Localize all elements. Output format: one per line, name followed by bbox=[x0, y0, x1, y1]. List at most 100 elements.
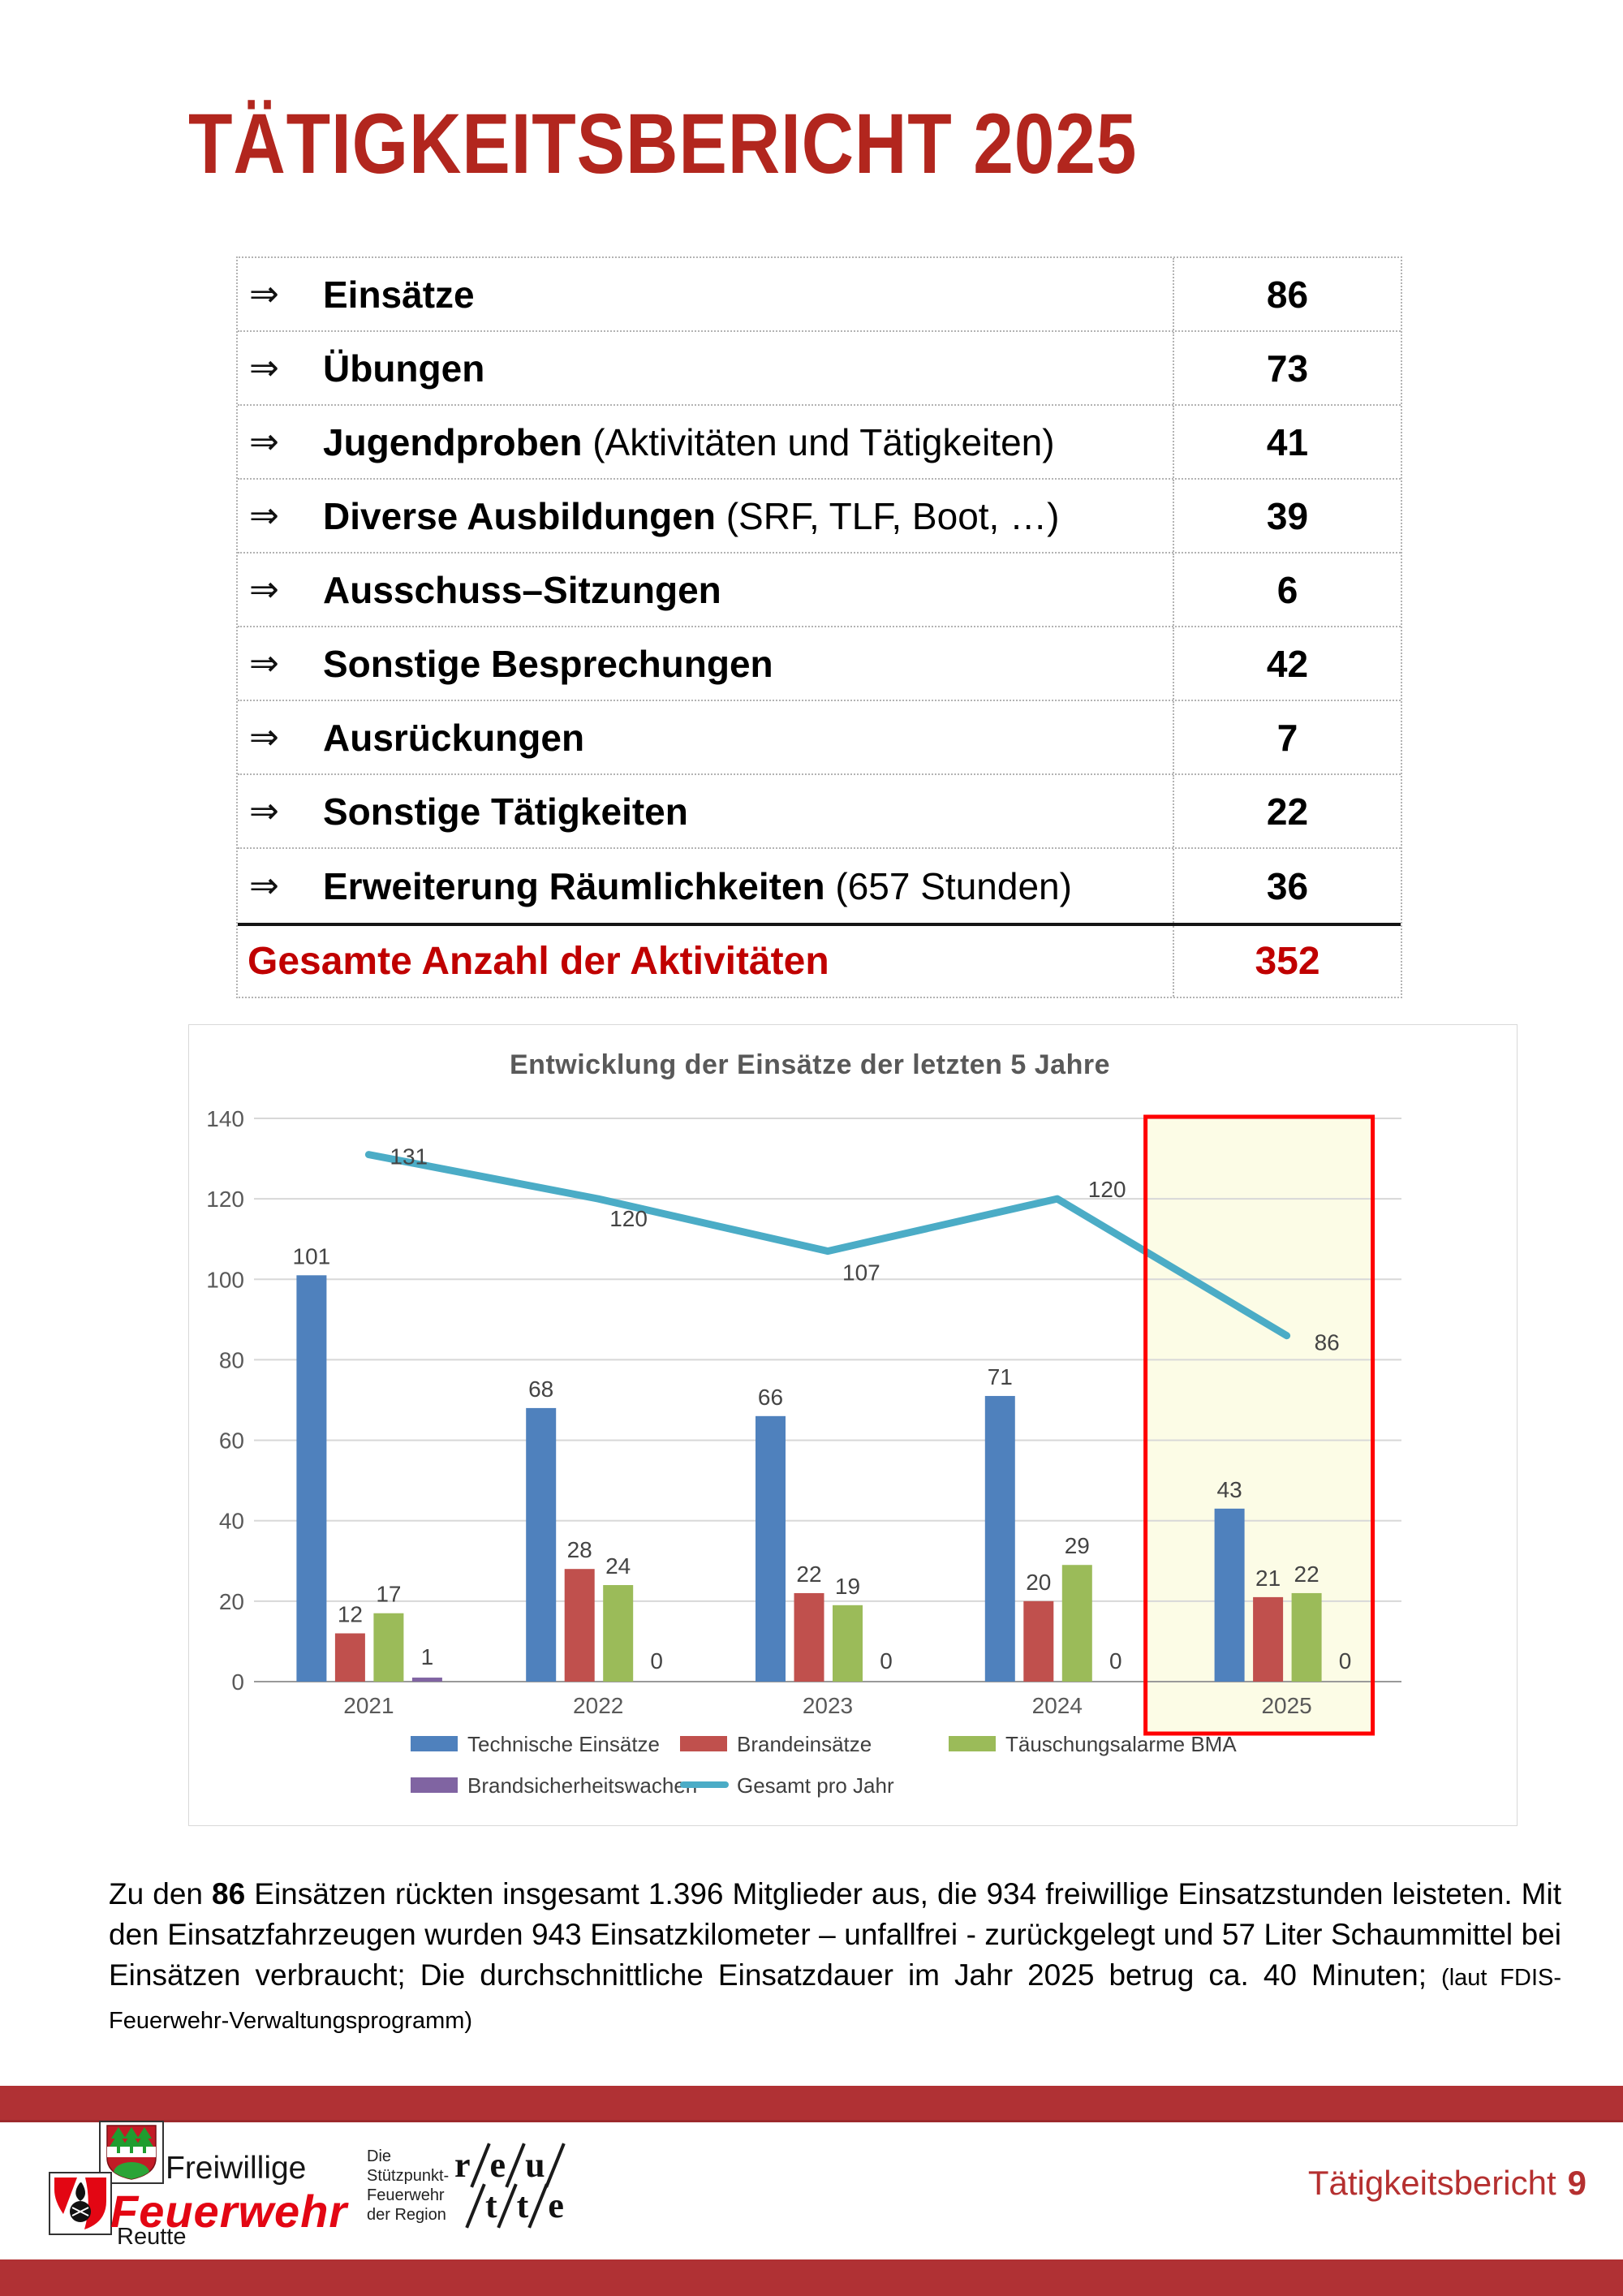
arrow-right-icon: ⇒ bbox=[249, 791, 279, 831]
legend-label: Brandeinsätze bbox=[737, 1732, 872, 1756]
total-label: Gesamte Anzahl der Aktivitäten bbox=[248, 940, 829, 983]
legend-label: Brandsicherheitswachen bbox=[467, 1773, 697, 1798]
bar-value-label: 0 bbox=[1109, 1648, 1122, 1674]
paragraph-body: Einsätzen rückten insgesamt 1.396 Mitgli… bbox=[109, 1877, 1561, 1992]
bar bbox=[984, 1396, 1015, 1682]
table-total-row: Gesamte Anzahl der Aktivitäten 352 bbox=[238, 923, 1401, 997]
row-label: Übungen bbox=[323, 347, 485, 390]
legend-swatch bbox=[680, 1736, 727, 1751]
y-axis-label: 120 bbox=[206, 1187, 244, 1212]
highlight-box-border bbox=[1143, 1114, 1375, 1736]
bar-value-label: 29 bbox=[1065, 1533, 1090, 1558]
y-axis-label: 0 bbox=[231, 1669, 244, 1695]
bar-value-label: 0 bbox=[880, 1648, 893, 1674]
table-row: ⇒ Sonstige Besprechungen 42 bbox=[238, 627, 1401, 701]
row-label: Diverse Ausbildungen (SRF, TLF, Boot, …) bbox=[323, 494, 1060, 537]
arrow-right-icon: ⇒ bbox=[249, 644, 279, 683]
bar-value-label: 22 bbox=[1294, 1562, 1319, 1587]
row-label: Ausrückungen bbox=[323, 716, 585, 759]
fire-brigade-emblem-card bbox=[49, 2172, 112, 2235]
bar bbox=[373, 1613, 404, 1682]
slash-icon bbox=[527, 2183, 549, 2229]
legend-label: Gesamt pro Jahr bbox=[737, 1773, 894, 1798]
row-label: Einsätze bbox=[323, 273, 475, 316]
slash-icon bbox=[505, 2143, 526, 2188]
row-value: 39 bbox=[1173, 480, 1401, 552]
region-caption-line: der Region bbox=[367, 2206, 446, 2224]
page-number-label: Tätigkeitsbericht 9 bbox=[1308, 2164, 1586, 2203]
row-label: Sonstige Besprechungen bbox=[323, 642, 773, 685]
y-axis-label: 20 bbox=[219, 1589, 244, 1614]
line-value-label: 120 bbox=[609, 1206, 648, 1231]
bar-value-label: 22 bbox=[796, 1562, 821, 1587]
y-axis-label: 80 bbox=[219, 1347, 244, 1372]
bar-value-label: 19 bbox=[835, 1574, 860, 1599]
coat-of-arms-card bbox=[99, 2121, 164, 2184]
bar-value-label: 17 bbox=[376, 1582, 401, 1607]
row-value: 7 bbox=[1173, 701, 1401, 773]
arrow-right-icon: ⇒ bbox=[249, 570, 279, 610]
x-axis-label: 2022 bbox=[573, 1693, 623, 1718]
row-label: Ausschuss–Sitzungen bbox=[323, 568, 721, 611]
footer-bottom-band bbox=[0, 2259, 1623, 2296]
chart-title: Entwicklung der Einsätze der letzten 5 J… bbox=[510, 1049, 1110, 1080]
brand-line-feuerwehr: Feuerwehr bbox=[110, 2186, 348, 2237]
region-caption-line: Feuerwehr bbox=[367, 2186, 445, 2204]
logo-letter: t bbox=[485, 2186, 497, 2225]
y-axis-label: 40 bbox=[219, 1509, 244, 1534]
row-label: Jugendproben (Aktivitäten und Tätigkeite… bbox=[323, 420, 1055, 463]
line-value-label: 120 bbox=[1088, 1177, 1126, 1202]
row-value: 22 bbox=[1173, 775, 1401, 847]
x-axis-label: 2025 bbox=[1261, 1693, 1311, 1718]
slash-icon bbox=[544, 2143, 566, 2188]
bar bbox=[1023, 1600, 1054, 1682]
bar bbox=[334, 1633, 365, 1682]
activity-table: ⇒ Einsätze 86 ⇒ Übungen 73 ⇒ Jugendproben (Akti… bbox=[236, 256, 1402, 998]
table-row: ⇒ Jugendproben (Aktivitäten und Tätigkeit… bbox=[238, 406, 1401, 480]
slash-icon bbox=[465, 2183, 486, 2229]
bar bbox=[794, 1592, 824, 1682]
slash-icon bbox=[496, 2183, 518, 2229]
line-value-label: 86 bbox=[1315, 1330, 1340, 1355]
x-axis-label: 2024 bbox=[1032, 1693, 1083, 1718]
bar bbox=[1061, 1565, 1092, 1682]
bar bbox=[833, 1605, 863, 1682]
region-caption-line: Stützpunkt- bbox=[367, 2167, 450, 2185]
arrow-right-icon: ⇒ bbox=[249, 274, 279, 314]
logo-letter: e bbox=[489, 2145, 506, 2185]
table-row: ⇒ Übungen 73 bbox=[238, 332, 1401, 406]
slash-icon bbox=[469, 2143, 491, 2188]
paragraph-bold-number: 86 bbox=[212, 1877, 246, 1910]
bar bbox=[1253, 1596, 1284, 1682]
bar bbox=[526, 1407, 557, 1682]
bar-value-label: 28 bbox=[567, 1537, 592, 1562]
legend-line-swatch bbox=[680, 1781, 729, 1788]
bar-value-label: 66 bbox=[758, 1385, 783, 1410]
table-row: ⇒ Einsätze 86 bbox=[238, 258, 1401, 332]
logo-letter: u bbox=[525, 2145, 545, 2185]
bar-value-label: 0 bbox=[1339, 1648, 1352, 1674]
row-value: 36 bbox=[1173, 849, 1401, 923]
brand-line-reutte: Reutte bbox=[117, 2224, 187, 2250]
x-axis-label: 2021 bbox=[343, 1693, 394, 1718]
page-title: TÄTIGKEITSBERICHT 2025 bbox=[188, 97, 1138, 192]
bar-value-label: 43 bbox=[1217, 1477, 1242, 1502]
bar bbox=[1291, 1592, 1322, 1682]
total-value: 352 bbox=[1173, 926, 1401, 997]
bar-value-label: 20 bbox=[1026, 1570, 1051, 1595]
row-label: Sonstige Tätigkeiten bbox=[323, 790, 688, 833]
y-axis-label: 140 bbox=[206, 1106, 244, 1131]
bar bbox=[1214, 1508, 1245, 1682]
table-row: ⇒ Erweiterung Räumlichkeiten (657 Stunden… bbox=[238, 849, 1401, 923]
bar-value-label: 0 bbox=[650, 1648, 663, 1674]
paragraph-note: (laut FDIS-Feuerwehr-Verwaltungsprogramm… bbox=[109, 1965, 1561, 2034]
line-value-label: 107 bbox=[842, 1260, 880, 1286]
arrow-right-icon: ⇒ bbox=[249, 866, 279, 906]
fire-brigade-emblem-icon bbox=[54, 2178, 106, 2229]
page-number: 9 bbox=[1567, 2164, 1586, 2202]
bar-value-label: 71 bbox=[988, 1364, 1013, 1389]
logo-letter: r bbox=[454, 2145, 471, 2185]
